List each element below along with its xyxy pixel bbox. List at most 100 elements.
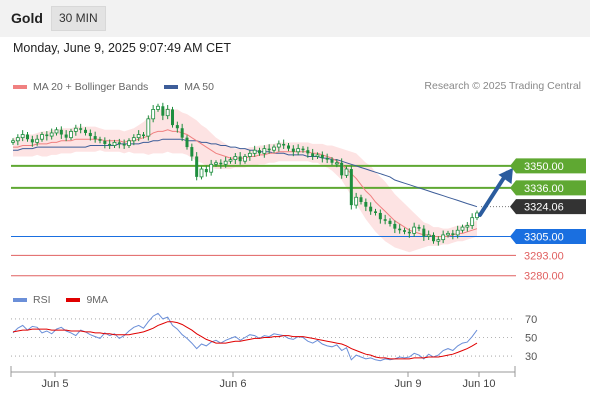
candle bbox=[383, 214, 387, 225]
candle bbox=[252, 145, 257, 157]
candle bbox=[20, 130, 25, 142]
candle bbox=[436, 236, 441, 246]
level-label: 3336.00 bbox=[524, 183, 564, 195]
candle bbox=[26, 132, 29, 142]
legend-ma50-label: MA 50 bbox=[184, 81, 214, 93]
time-tick-label: Jun 9 bbox=[395, 378, 422, 390]
candle bbox=[417, 224, 421, 232]
candle bbox=[30, 135, 34, 147]
candle bbox=[195, 152, 199, 181]
candle bbox=[15, 134, 20, 146]
rsi-tick-label: 50 bbox=[525, 333, 537, 345]
chart-datetime: Monday, June 9, 2025 9:07:49 AM CET bbox=[13, 41, 231, 55]
candle bbox=[432, 232, 435, 244]
candle bbox=[175, 121, 179, 133]
rsi-ma-swatch-icon bbox=[66, 298, 81, 302]
candle bbox=[103, 137, 107, 149]
candle bbox=[344, 166, 349, 178]
candle bbox=[398, 224, 402, 234]
candle bbox=[291, 145, 295, 157]
candle bbox=[306, 146, 310, 158]
copyright-text: Research © 2025 Trading Central bbox=[424, 80, 581, 92]
candle bbox=[185, 135, 189, 150]
level-label-3280.00: 3280.00 bbox=[524, 271, 564, 283]
candle bbox=[190, 143, 194, 161]
candle bbox=[45, 131, 49, 141]
candle bbox=[243, 153, 247, 164]
level-badge-3350.00: 3350.00 bbox=[510, 158, 586, 174]
candle bbox=[388, 218, 392, 227]
candle bbox=[349, 165, 353, 210]
candle bbox=[422, 225, 426, 241]
candle bbox=[272, 144, 276, 153]
candle bbox=[180, 123, 184, 142]
candle bbox=[451, 229, 455, 240]
candle bbox=[238, 152, 242, 165]
candle bbox=[122, 139, 126, 149]
candle bbox=[330, 157, 334, 166]
legend-ma20-label: MA 20 + Bollinger Bands bbox=[33, 81, 149, 93]
candle bbox=[441, 230, 446, 244]
interval-button[interactable]: 30 MIN bbox=[51, 6, 106, 31]
candle bbox=[320, 151, 324, 163]
candle bbox=[287, 142, 290, 152]
level-badge-3305.00: 3305.00 bbox=[510, 229, 586, 244]
candle bbox=[219, 159, 223, 169]
candle bbox=[156, 103, 160, 112]
candles bbox=[11, 102, 479, 246]
candle bbox=[258, 147, 261, 156]
candle bbox=[315, 152, 320, 159]
candle bbox=[267, 144, 271, 154]
legend-ma50: MA 50 bbox=[164, 81, 214, 93]
candle bbox=[465, 222, 470, 232]
candle bbox=[412, 222, 417, 237]
ma50-swatch-icon bbox=[164, 85, 179, 89]
candle bbox=[165, 105, 170, 120]
candle bbox=[88, 129, 92, 141]
level-badge-3336.00: 3336.00 bbox=[510, 180, 586, 196]
candle bbox=[282, 139, 286, 149]
price-legend: MA 20 + Bollinger Bands MA 50 bbox=[13, 80, 227, 93]
candle bbox=[151, 105, 156, 123]
candle bbox=[199, 166, 204, 180]
candle bbox=[378, 209, 382, 224]
rsi-tick-label: 70 bbox=[525, 314, 537, 326]
candle bbox=[171, 106, 174, 128]
level-badge-3324.06: 3324.06 bbox=[510, 199, 586, 215]
candle bbox=[136, 130, 141, 142]
legend-rsi-ma-label: 9MA bbox=[86, 294, 109, 306]
candle bbox=[325, 153, 329, 164]
candle bbox=[393, 220, 397, 234]
candle bbox=[142, 132, 145, 139]
candle bbox=[340, 158, 344, 179]
candle bbox=[311, 148, 315, 160]
candle bbox=[98, 136, 102, 144]
candle bbox=[403, 227, 406, 235]
legend-rsi: RSI bbox=[13, 294, 51, 306]
ma20-swatch-icon bbox=[13, 85, 27, 89]
level-label: 3350.00 bbox=[524, 161, 564, 173]
price-levels bbox=[11, 164, 516, 277]
level-label: 3305.00 bbox=[524, 232, 564, 244]
legend-rsi-label: RSI bbox=[33, 294, 51, 306]
candle bbox=[54, 127, 59, 136]
time-tick-label: Jun 10 bbox=[462, 378, 495, 390]
rsi-line bbox=[12, 312, 478, 362]
time-tick-label: Jun 6 bbox=[220, 378, 247, 390]
price-level-labels: 3350.00 3336.00 3324.06 3305.00 3293.00 3280.… bbox=[510, 158, 586, 283]
rsi-tick-label: 30 bbox=[525, 351, 537, 363]
candle bbox=[146, 115, 151, 141]
rsi-swatch-icon bbox=[13, 298, 27, 302]
level-label-3293.00: 3293.00 bbox=[524, 250, 564, 262]
candle bbox=[40, 132, 44, 142]
legend-ma20: MA 20 + Bollinger Bands bbox=[13, 81, 148, 93]
candle bbox=[276, 140, 281, 152]
candle bbox=[359, 194, 363, 205]
candle bbox=[204, 165, 208, 177]
candle bbox=[131, 134, 136, 146]
candle bbox=[262, 145, 267, 158]
candle bbox=[364, 198, 368, 212]
candle bbox=[214, 160, 218, 167]
candle bbox=[11, 138, 15, 145]
